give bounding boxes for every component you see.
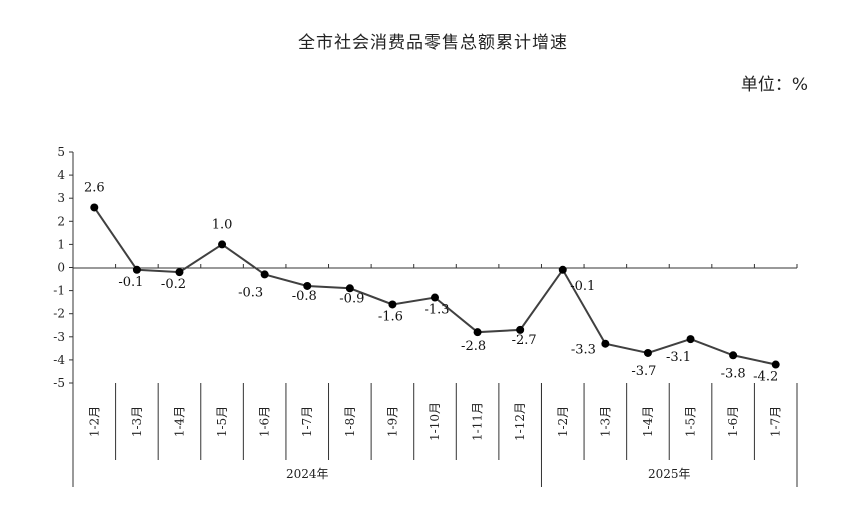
data-point [431, 293, 439, 302]
data-label: -4.2 [753, 370, 778, 385]
data-point [729, 351, 738, 360]
data-point [260, 270, 269, 279]
category-label: 1-2月 [87, 406, 101, 437]
category-label: 1-3月 [598, 406, 612, 437]
category-label: 1-11月 [471, 402, 485, 441]
y-tick-label: 0 [57, 261, 65, 275]
data-label: -0.2 [161, 277, 186, 292]
data-label: -0.1 [570, 279, 595, 294]
y-tick-label: -4 [53, 353, 65, 367]
category-label: 1-2月 [556, 406, 570, 437]
category-label: 1-6月 [258, 406, 272, 437]
data-point [643, 348, 652, 357]
data-point [388, 300, 397, 309]
data-point [558, 265, 567, 274]
data-label: -2.7 [512, 333, 537, 348]
y-tick-label: -5 [53, 376, 65, 390]
category-label: 1-6月 [726, 406, 740, 437]
data-label: -3.7 [631, 364, 656, 379]
unit-label: 单位：% [740, 75, 808, 95]
series-line-layer [93, 206, 776, 366]
data-point [175, 268, 184, 277]
data-label: -3.1 [666, 350, 691, 365]
category-label: 1-3月 [130, 406, 144, 437]
data-point [771, 360, 780, 369]
y-tick-label: 3 [57, 191, 65, 205]
y-tick-label: -2 [53, 307, 65, 321]
category-label: 1-5月 [684, 406, 698, 437]
data-label: 1.0 [212, 217, 233, 232]
data-point [686, 335, 695, 344]
y-tick-label: -1 [53, 284, 65, 298]
category-label: 1-10月 [428, 402, 442, 441]
data-label: -3.8 [721, 366, 746, 381]
data-point [132, 265, 141, 274]
group-label: 2025年 [648, 467, 691, 481]
data-labels-layer: 2.6 -0.1 -0.2 1.0 -0.3 -0.8 -0.9 -1.6 -1.3 -2.8 -2… [84, 180, 778, 384]
axes: 5 4 3 2 1 0 -1 -2 -3 -4 -5 1-2月 1-3月 1-4月 1-5月 1-6月 1-7月… [53, 145, 798, 487]
category-label: 1-12月 [513, 402, 527, 441]
data-label: 2.6 [84, 180, 105, 195]
y-tick-label: 5 [57, 145, 65, 159]
category-label: 1-5月 [215, 406, 229, 437]
y-tick-label: 4 [57, 168, 65, 182]
data-label: -0.1 [118, 275, 143, 290]
data-point [601, 339, 610, 348]
data-label: -0.9 [339, 291, 364, 306]
data-label: -0.3 [238, 285, 263, 300]
y-tick-label: -3 [53, 330, 65, 344]
category-label: 1-4月 [641, 406, 655, 437]
data-point [218, 240, 227, 249]
category-label: 1-9月 [385, 406, 399, 437]
data-point [473, 328, 482, 337]
y-tick-label: 2 [57, 214, 65, 228]
category-label: 1-7月 [300, 406, 314, 437]
data-point [516, 325, 525, 334]
markers-layer [90, 203, 780, 369]
data-label: -0.8 [292, 289, 317, 304]
data-label: -1.6 [378, 309, 403, 324]
data-point [345, 284, 354, 293]
series-line [93, 206, 776, 366]
data-label: -1.3 [424, 303, 449, 318]
category-label: 1-7月 [769, 406, 783, 437]
category-label: 1-8月 [343, 406, 357, 437]
y-tick-label: 1 [57, 237, 65, 251]
data-point [303, 281, 312, 290]
data-label: -3.3 [571, 343, 596, 358]
group-label: 2024年 [286, 467, 329, 481]
chart-title: 全市社会消费品零售总额累计增速 [298, 33, 568, 53]
data-point [90, 203, 99, 212]
category-label: 1-4月 [172, 406, 186, 437]
data-label: -2.8 [461, 339, 486, 354]
